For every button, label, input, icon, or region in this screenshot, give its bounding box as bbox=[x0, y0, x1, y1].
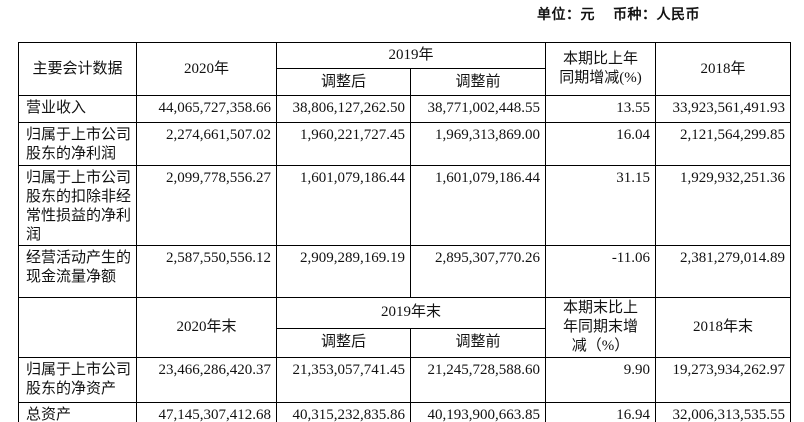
value-2019-end-adjusted-before: 40,193,900,663.85 bbox=[409, 402, 547, 422]
key-accounting-data-table: 主要会计数据 2020年 2019年 本期比上年 同期增减(%) 2018年 调… bbox=[18, 42, 792, 422]
value-2018-end: 32,006,313,535.55 bbox=[655, 402, 792, 422]
value-2020-end: 23,466,286,420.37 bbox=[136, 357, 277, 403]
header-adjusted-after: 调整后 bbox=[276, 327, 411, 359]
metric-label: 归属于上市公司 股东的净利润 bbox=[18, 122, 137, 166]
table-row: 经营活动产生的 现金流量净额 2,587,550,556.12 2,909,28… bbox=[18, 245, 792, 298]
metric-label: 营业收入 bbox=[18, 95, 137, 123]
value-2019-adjusted-before: 38,771,002,448.55 bbox=[409, 95, 547, 123]
value-change: 9.90 bbox=[545, 357, 657, 403]
table-subheader-row: 调整后 调整前 bbox=[19, 68, 791, 96]
value-change: -11.06 bbox=[545, 245, 657, 298]
value-2018: 1,929,932,251.36 bbox=[655, 165, 792, 246]
header-adjusted-after: 调整后 bbox=[276, 68, 411, 96]
value-2019-adjusted-after: 2,909,289,169.19 bbox=[276, 245, 411, 298]
header-main-metric: 主要会计数据 bbox=[18, 42, 137, 96]
value-2018: 33,923,561,491.93 bbox=[655, 95, 792, 123]
value-2020: 2,274,661,507.02 bbox=[136, 122, 277, 166]
value-2019-adjusted-after: 1,601,079,186.44 bbox=[276, 165, 411, 246]
header-yoy-change: 本期比上年 同期增减(%) bbox=[545, 42, 657, 96]
value-2020: 44,065,727,358.66 bbox=[136, 95, 277, 123]
header-2020: 2020年 bbox=[136, 42, 277, 96]
value-2019-adjusted-after: 1,960,221,727.45 bbox=[276, 122, 411, 166]
table-row: 总资产 47,145,307,412.68 40,315,232,835.86 … bbox=[18, 402, 792, 422]
header-2019: 2019年 bbox=[275, 42, 547, 69]
header-empty bbox=[18, 297, 137, 358]
table-header-row: 主要会计数据 2020年 2019年 本期比上年 同期增减(%) 2018年 bbox=[18, 42, 792, 96]
unit-label: 单位：元 bbox=[537, 8, 595, 23]
unit-currency-note: 单位：元 币种：人民币 bbox=[537, 4, 700, 24]
header-period-end-change: 本期末比上 年同期末增 减（%） bbox=[545, 297, 657, 358]
table-subheader-row-period-end: 调整后 调整前 bbox=[19, 327, 791, 359]
value-2020: 2,587,550,556.12 bbox=[136, 245, 277, 298]
metric-label: 总资产 bbox=[18, 402, 137, 422]
header-2018: 2018年 bbox=[655, 42, 792, 96]
value-2020-end: 47,145,307,412.68 bbox=[136, 402, 277, 422]
value-2018: 2,121,564,299.85 bbox=[655, 122, 792, 166]
value-2019-adjusted-before: 1,601,079,186.44 bbox=[409, 165, 547, 246]
header-adjusted-before: 调整前 bbox=[409, 68, 547, 96]
value-2020: 2,099,778,556.27 bbox=[136, 165, 277, 246]
value-2019-end-adjusted-after: 21,353,057,741.45 bbox=[276, 357, 411, 403]
currency-label: 币种：人民币 bbox=[613, 8, 700, 23]
metric-label: 经营活动产生的 现金流量净额 bbox=[18, 245, 137, 298]
value-change: 16.04 bbox=[545, 122, 657, 166]
table-row: 营业收入 44,065,727,358.66 38,806,127,262.50… bbox=[18, 95, 792, 123]
table-row: 归属于上市公司 股东的净资产 23,466,286,420.37 21,353,… bbox=[18, 357, 792, 403]
value-2019-end-adjusted-before: 21,245,728,588.60 bbox=[409, 357, 547, 403]
value-2018-end: 19,273,934,262.97 bbox=[655, 357, 792, 403]
table-row: 归属于上市公司 股东的净利润 2,274,661,507.02 1,960,22… bbox=[18, 122, 792, 166]
header-2020-end: 2020年末 bbox=[136, 297, 277, 358]
header-2018-end: 2018年末 bbox=[655, 297, 792, 358]
value-change: 16.94 bbox=[545, 402, 657, 422]
table-header-row-period-end: 2020年末 2019年末 本期末比上 年同期末增 减（%） 2018年末 bbox=[18, 297, 792, 358]
value-change: 13.55 bbox=[545, 95, 657, 123]
value-2019-adjusted-before: 1,969,313,869.00 bbox=[409, 122, 547, 166]
value-2018: 2,381,279,014.89 bbox=[655, 245, 792, 298]
table-row: 归属于上市公司 股东的扣除非经 常性损益的净利 润 2,099,778,556.… bbox=[18, 165, 792, 246]
header-2019-end: 2019年末 bbox=[275, 297, 547, 329]
value-2019-adjusted-before: 2,895,307,770.26 bbox=[409, 245, 547, 298]
metric-label: 归属于上市公司 股东的扣除非经 常性损益的净利 润 bbox=[18, 165, 137, 246]
metric-label: 归属于上市公司 股东的净资产 bbox=[18, 357, 137, 403]
header-adjusted-before: 调整前 bbox=[409, 327, 547, 359]
value-2019-adjusted-after: 38,806,127,262.50 bbox=[276, 95, 411, 123]
value-change: 31.15 bbox=[545, 165, 657, 246]
value-2019-end-adjusted-after: 40,315,232,835.86 bbox=[276, 402, 411, 422]
